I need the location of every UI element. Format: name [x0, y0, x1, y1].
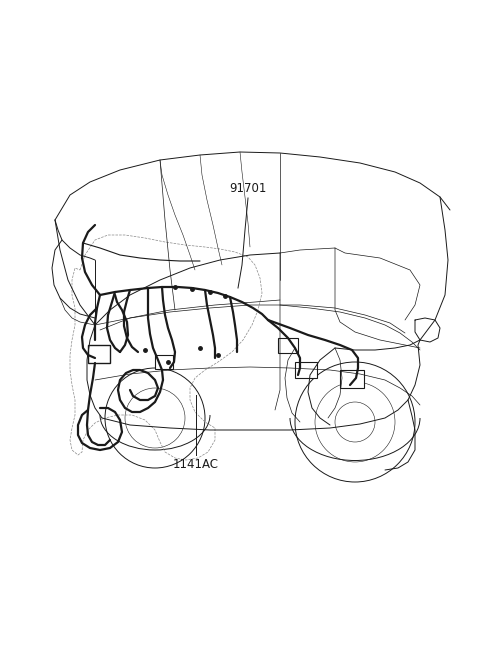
- FancyBboxPatch shape: [340, 370, 364, 388]
- FancyBboxPatch shape: [155, 355, 173, 369]
- FancyBboxPatch shape: [295, 362, 317, 378]
- Text: 1141AC: 1141AC: [173, 458, 219, 471]
- Text: 91701: 91701: [229, 182, 267, 195]
- FancyBboxPatch shape: [88, 345, 110, 363]
- FancyBboxPatch shape: [278, 338, 298, 353]
